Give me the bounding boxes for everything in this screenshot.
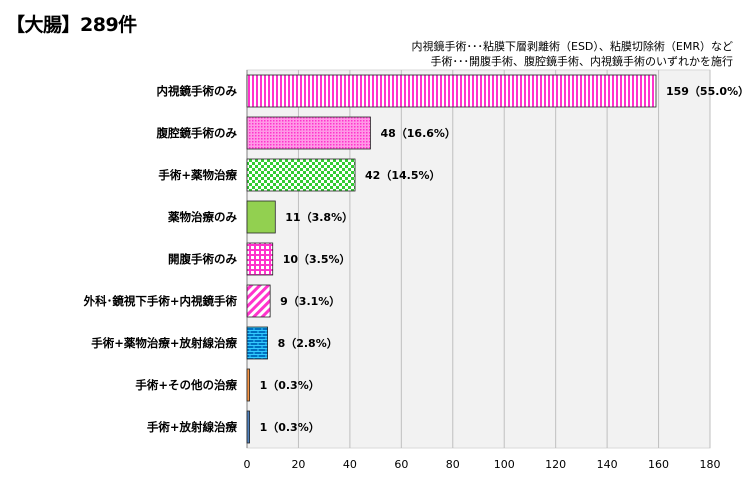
bar <box>246 200 276 234</box>
x-tick-label: 20 <box>291 458 305 471</box>
x-tick-label: 120 <box>545 458 566 471</box>
bar <box>246 116 371 150</box>
x-tick-label: 80 <box>446 458 460 471</box>
x-tick-label: 60 <box>394 458 408 471</box>
bar <box>246 410 250 444</box>
data-label: 9（3.1%） <box>280 295 340 308</box>
chart-title: 【大腸】289件 <box>6 14 137 36</box>
bar <box>246 368 250 402</box>
data-label: 48（16.6%） <box>380 127 455 140</box>
x-tick-label: 180 <box>700 458 721 471</box>
category-label: 手術+薬物治療+放射線治療 <box>91 336 237 350</box>
data-label: 1（0.3%） <box>260 379 320 392</box>
footnote-line-2: 手術･･･開腹手術、腹腔鏡手術、内視鏡手術のいずれかを施行 <box>430 55 734 68</box>
data-label: 11（3.8%） <box>285 211 353 224</box>
bar <box>246 284 271 318</box>
footnote-line-1: 内視鏡手術･･･粘膜下層剥離術（ESD）、粘膜切除術（EMR）など <box>411 40 734 53</box>
data-label: 1（0.3%） <box>260 421 320 434</box>
data-label: 8（2.8%） <box>278 337 338 350</box>
category-label: 手術+放射線治療 <box>147 420 238 434</box>
data-label: 42（14.5%） <box>365 169 440 182</box>
category-label: 開腹手術のみ <box>168 252 237 266</box>
category-label: 手術+その他の治療 <box>135 378 237 392</box>
data-label: 10（3.5%） <box>283 253 351 266</box>
bar <box>246 74 657 108</box>
category-label: 外科･鏡視下手術+内視鏡手術 <box>83 294 238 308</box>
bar <box>246 158 356 192</box>
x-tick-label: 40 <box>343 458 357 471</box>
x-tick-label: 160 <box>648 458 669 471</box>
bar <box>246 242 274 276</box>
x-tick-label: 140 <box>597 458 618 471</box>
data-label: 159（55.0%） <box>666 85 745 98</box>
bar <box>246 326 268 360</box>
x-tick-label: 0 <box>244 458 251 471</box>
category-label: 内視鏡手術のみ <box>157 84 238 98</box>
category-label: 腹腔鏡手術のみ <box>157 126 238 140</box>
category-label: 薬物治療のみ <box>167 210 237 224</box>
x-tick-label: 100 <box>494 458 515 471</box>
category-label: 手術+薬物治療 <box>158 168 237 182</box>
